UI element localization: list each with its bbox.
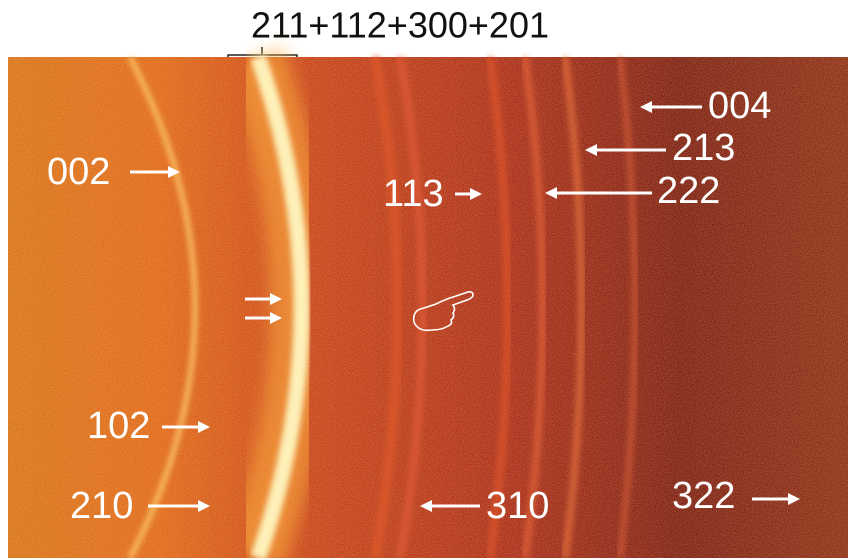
ring-label: 322: [672, 475, 735, 517]
figure: 211+112+300+201 002 113 004 213 222 102: [0, 0, 848, 558]
ring-label: 210: [70, 485, 133, 527]
ring-label: 222: [657, 170, 720, 212]
ring-label: 004: [708, 85, 771, 127]
ring-label: 213: [672, 127, 735, 169]
ring-label: 113: [383, 173, 444, 215]
ring-label: 310: [486, 485, 549, 527]
ring-label: 102: [87, 405, 150, 447]
ring-label: 002: [47, 151, 110, 193]
title: 211+112+300+201: [251, 5, 549, 46]
page: 211+112+300+201 002 113 004 213 222 102: [0, 0, 848, 558]
